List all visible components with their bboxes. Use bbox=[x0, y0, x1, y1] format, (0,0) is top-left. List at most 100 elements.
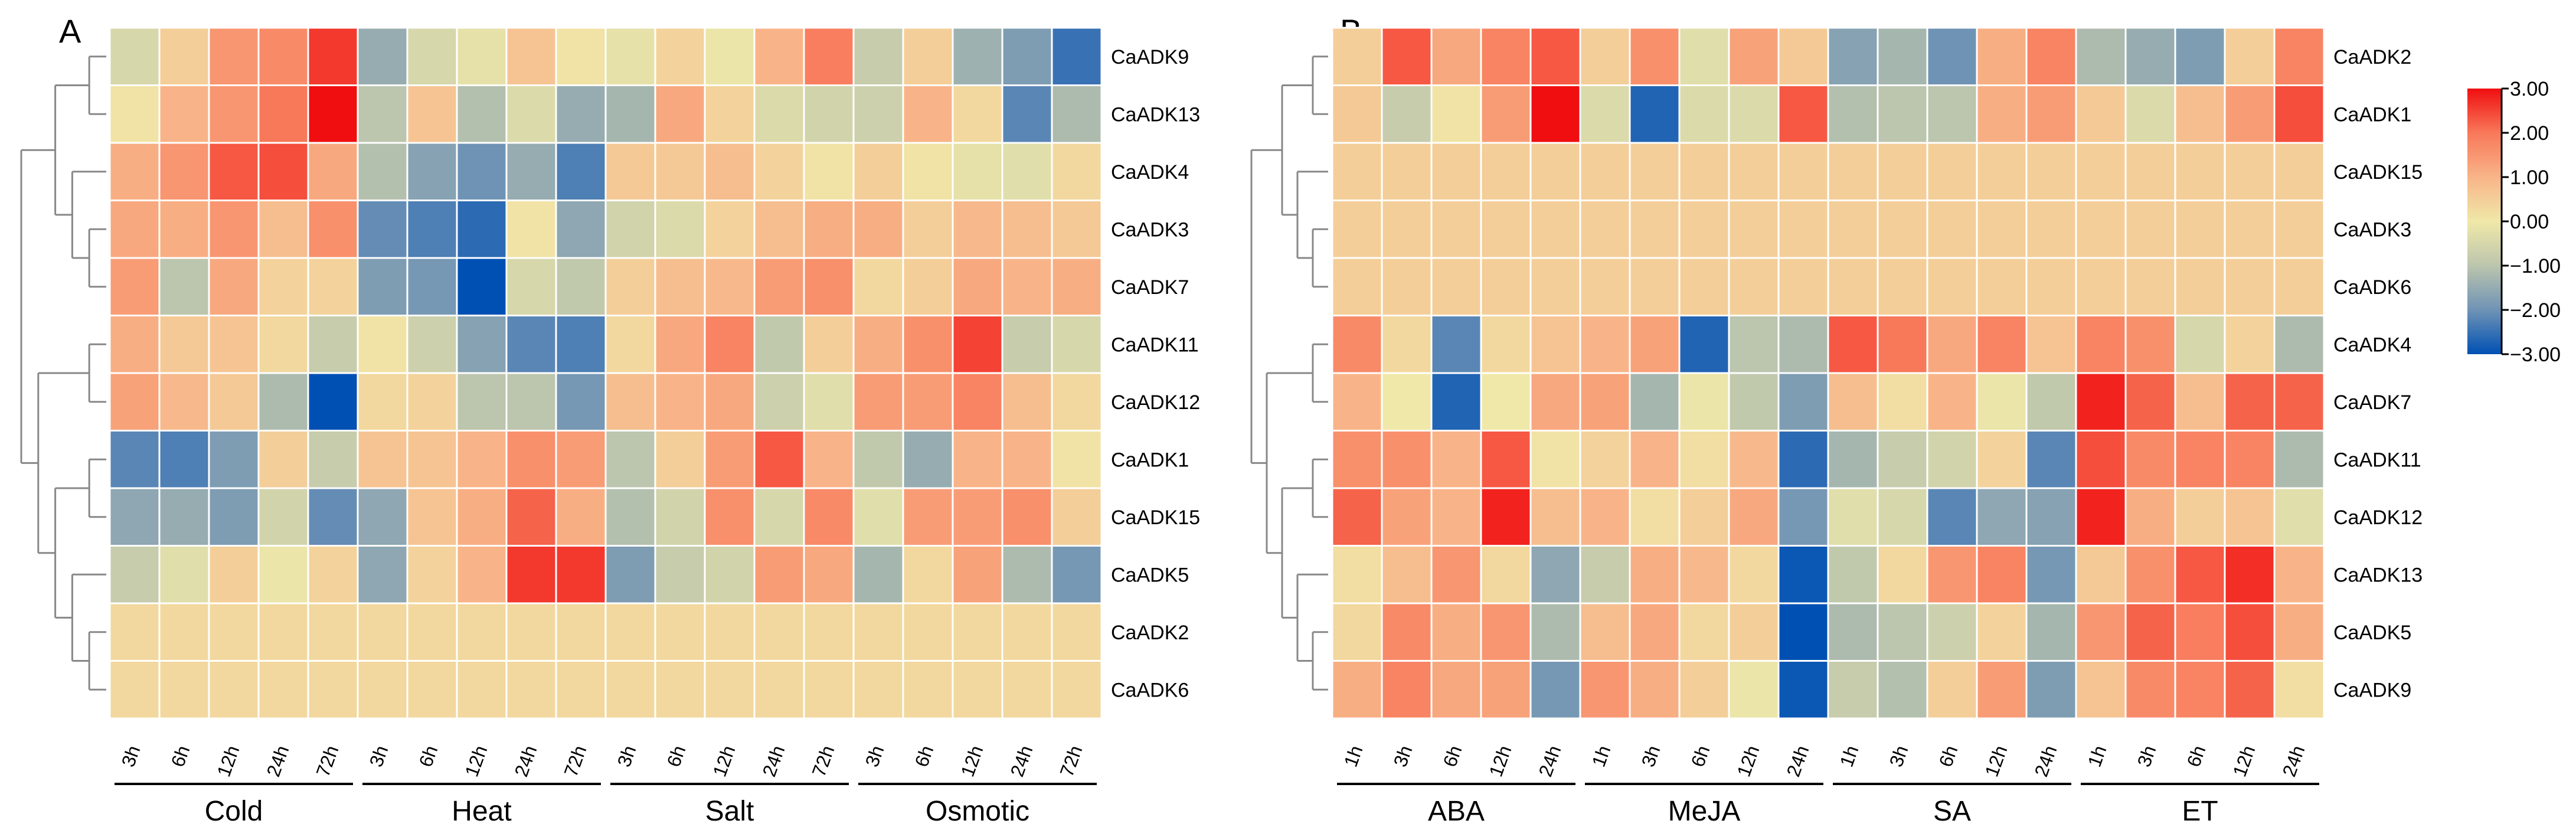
row-label: CaADK1 bbox=[1111, 449, 1189, 471]
heatmap-cell bbox=[406, 142, 458, 201]
heatmap-cell bbox=[1529, 602, 1581, 662]
heatmap-cell bbox=[307, 200, 359, 259]
heatmap-cell bbox=[704, 142, 756, 201]
heatmap-cell bbox=[555, 200, 607, 259]
heatmap-cell bbox=[158, 545, 210, 604]
heatmap-cell bbox=[406, 200, 458, 259]
heatmap-cell bbox=[357, 487, 408, 547]
heatmap-cell bbox=[2273, 142, 2325, 201]
heatmap-cell bbox=[2124, 315, 2176, 374]
legend-tick-label: 3.00 bbox=[2510, 78, 2549, 100]
heatmap-cell bbox=[1579, 200, 1631, 259]
heatmap-cell bbox=[1926, 257, 1978, 316]
heatmap-cell bbox=[1579, 602, 1631, 662]
heatmap-cell bbox=[406, 84, 458, 144]
heatmap-cell bbox=[1579, 142, 1631, 201]
heatmap-cell bbox=[803, 372, 855, 432]
heatmap-cell bbox=[357, 372, 408, 432]
heatmap-cell bbox=[406, 315, 458, 374]
heatmap-cell bbox=[1629, 315, 1681, 374]
heatmap-cell bbox=[1480, 372, 1532, 432]
heatmap-cell bbox=[1678, 84, 1730, 144]
heatmap-cell bbox=[1827, 487, 1879, 547]
heatmap-cell bbox=[2273, 487, 2325, 547]
heatmap-cell bbox=[1529, 372, 1581, 432]
heatmap-cell bbox=[1629, 660, 1681, 720]
heatmap-cell bbox=[1430, 27, 1482, 86]
column-tick-label: 6h bbox=[2183, 743, 2210, 770]
heatmap-cell bbox=[456, 372, 508, 432]
legend-gradient-bar bbox=[2467, 89, 2502, 354]
heatmap-cell bbox=[852, 142, 904, 201]
heatmap-cell bbox=[505, 315, 557, 374]
heatmap-cell bbox=[1728, 372, 1780, 432]
heatmap-cell bbox=[704, 257, 756, 316]
heatmap-cell bbox=[604, 660, 656, 720]
heatmap-cell bbox=[1926, 200, 1978, 259]
heatmap-cell bbox=[704, 430, 756, 489]
heatmap-cell bbox=[505, 430, 557, 489]
group-label: Cold bbox=[205, 796, 263, 827]
group-label: Heat bbox=[452, 796, 511, 827]
heatmap-cell bbox=[208, 315, 260, 374]
heatmap-cell bbox=[1678, 430, 1730, 489]
heatmap-cell bbox=[654, 27, 706, 86]
heatmap-cell bbox=[1480, 257, 1532, 316]
heatmap-panel-a: A CaADK9 CaADK13 CaADK4 CaADK3 CaADK7 CaADK11 C… bbox=[20, 12, 1200, 827]
heatmap-cell bbox=[1777, 200, 1829, 259]
heatmap-panel-b: BCaADK2CaADK1CaADK15CaADK3CaADK6CaADK4Ca… bbox=[1250, 12, 2423, 827]
column-tick-label: 72h bbox=[560, 743, 590, 779]
column-tick-label: 72h bbox=[312, 743, 342, 779]
heatmap-cell bbox=[2224, 660, 2276, 720]
heatmap-cell bbox=[803, 660, 855, 720]
heatmap-cell bbox=[902, 372, 954, 432]
heatmap-cell bbox=[1051, 660, 1103, 720]
heatmap-cell bbox=[952, 257, 1003, 316]
heatmap-cell bbox=[2224, 27, 2276, 86]
heatmap-cell bbox=[1827, 257, 1879, 316]
heatmap-cell bbox=[456, 142, 508, 201]
heatmap-cell bbox=[2025, 315, 2077, 374]
heatmap-cell bbox=[852, 27, 904, 86]
column-tick-label: 72h bbox=[1055, 743, 1086, 779]
heatmap-cell bbox=[1331, 27, 1383, 86]
heatmap-cell bbox=[2273, 27, 2325, 86]
heatmap-cell bbox=[307, 142, 359, 201]
heatmap-cell bbox=[902, 602, 954, 662]
heatmap-cell bbox=[704, 84, 756, 144]
heatmap-cell bbox=[1678, 660, 1730, 720]
group-label: ET bbox=[2182, 796, 2218, 827]
heatmap-cell bbox=[1728, 142, 1780, 201]
heatmap-cell bbox=[1331, 315, 1383, 374]
heatmap-cell bbox=[257, 660, 309, 720]
heatmap-cell bbox=[604, 602, 656, 662]
heatmap-cell bbox=[1678, 142, 1730, 201]
column-tick-label: 24h bbox=[1006, 743, 1037, 779]
heatmap-cell bbox=[257, 545, 309, 604]
heatmap-cell bbox=[704, 372, 756, 432]
heatmap-cell bbox=[158, 372, 210, 432]
heatmap-cell bbox=[2025, 430, 2077, 489]
heatmap-cell bbox=[2224, 430, 2276, 489]
heatmap-cell bbox=[406, 487, 458, 547]
heatmap-cell bbox=[1381, 545, 1433, 604]
heatmap-cell bbox=[1629, 602, 1681, 662]
heatmap-cell bbox=[2273, 200, 2325, 259]
heatmap-cell bbox=[406, 372, 458, 432]
heatmap-cell bbox=[456, 200, 508, 259]
heatmap-cell bbox=[1728, 602, 1780, 662]
heatmap-cell bbox=[1926, 602, 1978, 662]
heatmap-cell bbox=[2174, 602, 2226, 662]
heatmap-cell bbox=[1381, 602, 1433, 662]
heatmap-cell bbox=[803, 430, 855, 489]
heatmap-cell bbox=[1976, 84, 2028, 144]
heatmap-cell bbox=[753, 487, 805, 547]
group-label: MeJA bbox=[1668, 796, 1741, 827]
heatmap-cell bbox=[604, 487, 656, 547]
column-tick-label: 12h bbox=[708, 743, 739, 779]
heatmap-cell bbox=[654, 602, 706, 662]
heatmap-cell bbox=[1827, 27, 1879, 86]
heatmap-cell bbox=[704, 27, 756, 86]
heatmap-cell bbox=[1529, 84, 1581, 144]
heatmap-cell bbox=[1381, 372, 1433, 432]
